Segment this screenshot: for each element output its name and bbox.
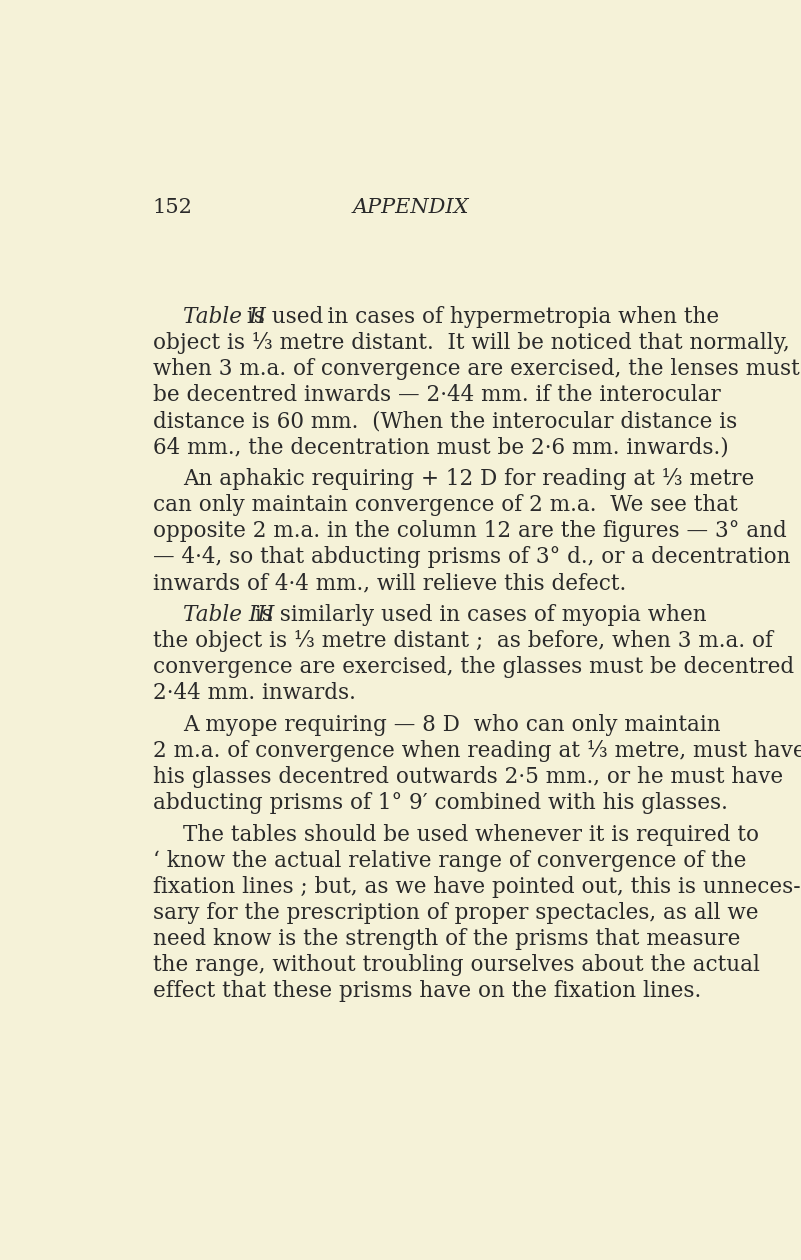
Text: 64 mm., the decentration must be 2·6 mm. inwards.): 64 mm., the decentration must be 2·6 mm.… xyxy=(153,436,729,459)
Text: A myope requiring — 8 D  who can only maintain: A myope requiring — 8 D who can only mai… xyxy=(183,714,720,736)
Text: 2·44 mm. inwards.: 2·44 mm. inwards. xyxy=(153,682,356,704)
Text: be decentred inwards — 2·44 mm. if the interocular: be decentred inwards — 2·44 mm. if the i… xyxy=(153,384,721,407)
Text: fixation lines ; but, as we have pointed out, this is unneces-: fixation lines ; but, as we have pointed… xyxy=(153,876,800,897)
Text: the range, without troubling ourselves about the actual: the range, without troubling ourselves a… xyxy=(153,954,760,975)
Text: convergence are exercised, the glasses must be decentred: convergence are exercised, the glasses m… xyxy=(153,656,794,678)
Text: object is ⅓ metre distant.  It will be noticed that normally,: object is ⅓ metre distant. It will be no… xyxy=(153,333,790,354)
Text: can only maintain convergence of 2 m.a.  We see that: can only maintain convergence of 2 m.a. … xyxy=(153,494,738,517)
Text: is similarly used in cases of myopia when: is similarly used in cases of myopia whe… xyxy=(248,604,706,626)
Text: The tables should be used whenever it is required to: The tables should be used whenever it is… xyxy=(183,824,759,845)
Text: the object is ⅓ metre distant ;  as before, when 3 m.a. of: the object is ⅓ metre distant ; as befor… xyxy=(153,630,773,653)
Text: need know is the strength of the prisms that measure: need know is the strength of the prisms … xyxy=(153,927,740,950)
Text: 2 m.a. of convergence when reading at ⅓ metre, must have: 2 m.a. of convergence when reading at ⅓ … xyxy=(153,740,801,762)
Text: 152: 152 xyxy=(153,198,193,217)
Text: Table II: Table II xyxy=(183,306,266,329)
Text: is used in cases of hypermetropia when the: is used in cases of hypermetropia when t… xyxy=(239,306,719,329)
Text: ‘ know the actual relative range of convergence of the: ‘ know the actual relative range of conv… xyxy=(153,849,747,872)
Text: — 4·4, so that abducting prisms of 3° d., or a decentration: — 4·4, so that abducting prisms of 3° d.… xyxy=(153,547,791,568)
Text: effect that these prisms have on the fixation lines.: effect that these prisms have on the fix… xyxy=(153,980,701,1002)
Text: abducting prisms of 1° 9′ combined with his glasses.: abducting prisms of 1° 9′ combined with … xyxy=(153,793,728,814)
Text: APPENDIX: APPENDIX xyxy=(352,198,469,217)
Text: his glasses decentred outwards 2·5 mm., or he must have: his glasses decentred outwards 2·5 mm., … xyxy=(153,766,783,788)
Text: Table III: Table III xyxy=(183,604,274,626)
Text: distance is 60 mm.  (When the interocular distance is: distance is 60 mm. (When the interocular… xyxy=(153,411,737,432)
Text: sary for the prescription of proper spectacles, as all we: sary for the prescription of proper spec… xyxy=(153,902,759,924)
Text: when 3 m.a. of convergence are exercised, the lenses must: when 3 m.a. of convergence are exercised… xyxy=(153,358,799,381)
Text: inwards of 4·4 mm., will relieve this defect.: inwards of 4·4 mm., will relieve this de… xyxy=(153,572,626,595)
Text: An aphakic requiring + 12 D for reading at ⅓ metre: An aphakic requiring + 12 D for reading … xyxy=(183,469,754,490)
Text: opposite 2 m.a. in the column 12 are the figures — 3° and: opposite 2 m.a. in the column 12 are the… xyxy=(153,520,787,542)
